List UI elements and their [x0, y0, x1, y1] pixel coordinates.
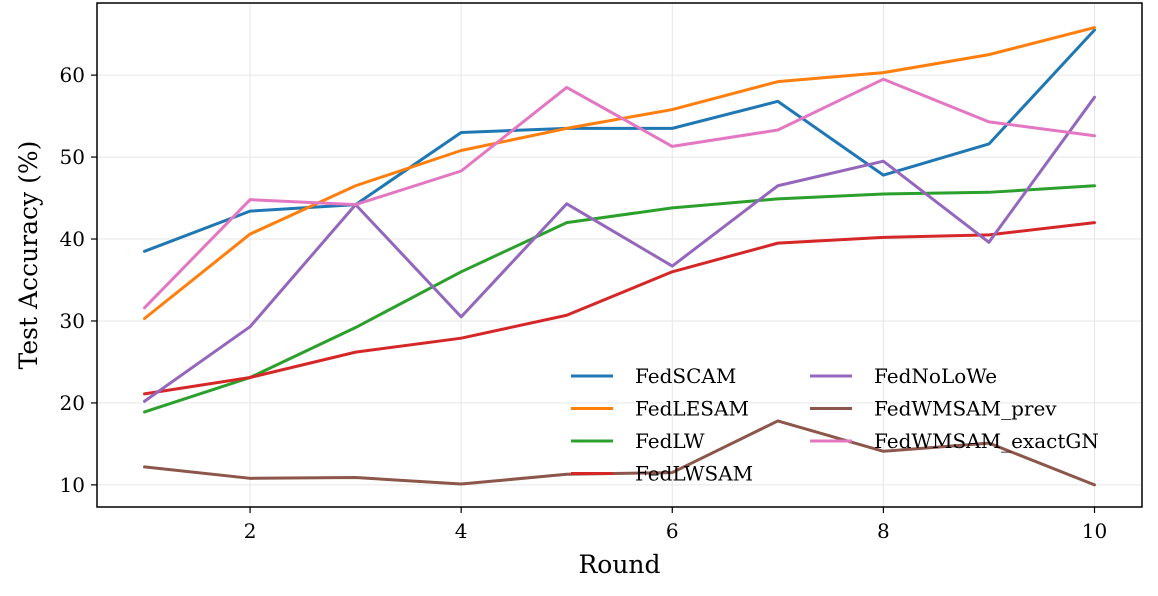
- legend: FedSCAM FedLESAM FedLW FedLWSAM FedNoLoWe Fed…: [571, 364, 1099, 486]
- y-tick-label: 10: [60, 473, 85, 497]
- series-line-fedwmsam-prev: [143, 419, 1096, 487]
- legend-label-fedwmsam-prev: FedWMSAM_prev: [874, 397, 1057, 421]
- legend-label-fedlesam: FedLESAM: [635, 397, 749, 421]
- y-tick-label: 30: [60, 309, 85, 333]
- x-tick-label: 10: [1082, 519, 1107, 543]
- grid: [97, 3, 1142, 507]
- x-tick-label: 8: [877, 519, 890, 543]
- series-line-fedwmsam-exactgn: [143, 77, 1096, 310]
- y-tick-label: 40: [60, 227, 85, 251]
- legend-label-fedlwsam: FedLWSAM: [635, 462, 753, 486]
- y-axis-title: Test Accuracy (%): [14, 141, 43, 370]
- axis-ticks: 2 4 6 8 10 10 20 30 40 50 60: [60, 63, 1108, 543]
- legend-label-fedwmsam-exactgn: FedWMSAM_exactGN: [874, 429, 1099, 453]
- series-line-fedlwsam: [143, 221, 1096, 396]
- x-axis-title: Round: [578, 550, 660, 579]
- legend-label-fedlw: FedLW: [635, 429, 705, 453]
- series-lines: [143, 26, 1096, 487]
- y-tick-label: 50: [60, 145, 85, 169]
- series-line-fednolowe: [143, 95, 1096, 403]
- y-tick-label: 60: [60, 63, 85, 87]
- y-tick-label: 20: [60, 391, 85, 415]
- plot-frame: [96, 2, 1143, 508]
- series-line-fedlesam: [143, 26, 1096, 321]
- series-line-fedlw: [143, 184, 1096, 414]
- legend-label-fedscam: FedSCAM: [635, 364, 736, 388]
- x-tick-label: 4: [455, 519, 468, 543]
- x-tick-label: 2: [244, 519, 257, 543]
- x-tick-label: 6: [666, 519, 679, 543]
- legend-label-fednolowe: FedNoLoWe: [874, 364, 997, 388]
- series-line-fedscam: [143, 28, 1096, 253]
